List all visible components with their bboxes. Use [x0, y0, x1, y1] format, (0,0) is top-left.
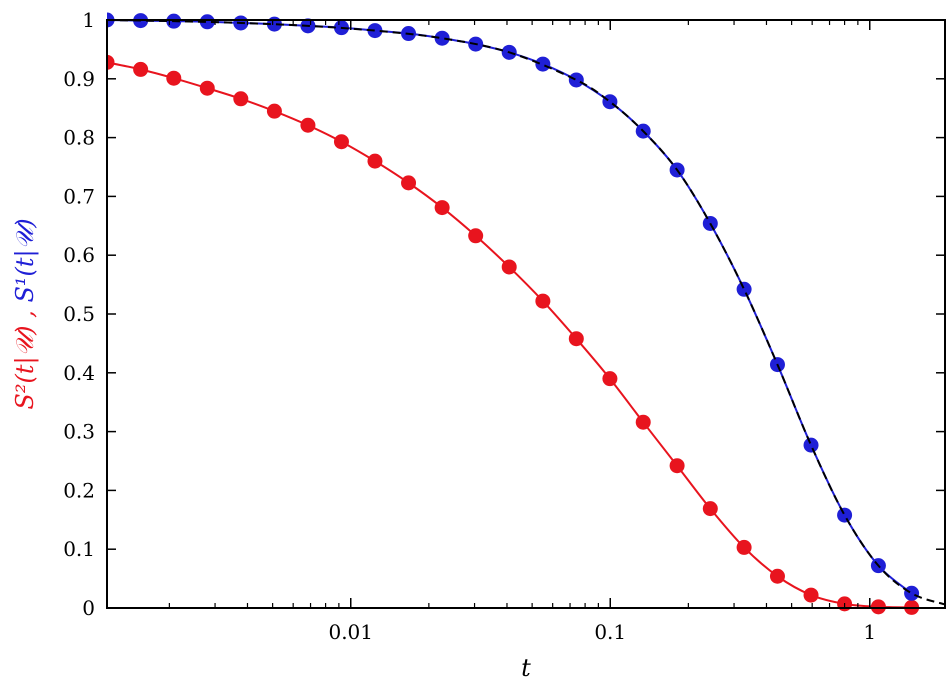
- y-tick-label: 0.2: [63, 478, 95, 502]
- series-1-point: [736, 281, 752, 297]
- y-tick-label: 0.1: [63, 537, 95, 561]
- y-tick-label: 0: [82, 596, 95, 620]
- series-1-point: [568, 72, 584, 88]
- x-tick-label: 0.01: [328, 620, 373, 644]
- series-1-point: [434, 30, 450, 46]
- y-axis-label-separator: ,: [11, 303, 39, 318]
- series-1-line: [107, 19, 913, 595]
- series-0-point: [769, 568, 785, 584]
- series-2: [107, 19, 946, 606]
- plot-frame: [106, 19, 946, 609]
- series-0-point: [736, 539, 752, 555]
- y-tick-label: 0.8: [63, 126, 95, 150]
- y-axis-label-s2: S²(t|𝒰): [11, 325, 40, 409]
- y-tick-label: 0.3: [63, 420, 95, 444]
- axis-ticks: 0 0.1 0.2 0.3 0.4 0.5 0.6 0.7 0.8 0.9 1 0.01 0.1 1: [63, 8, 945, 644]
- series-0-point: [803, 587, 819, 603]
- y-tick-label: 0.9: [63, 67, 95, 91]
- series-0-point: [602, 371, 618, 387]
- series-1: [107, 12, 920, 601]
- series-0-point: [107, 54, 115, 70]
- y-tick-label: 0.4: [63, 361, 95, 385]
- y-tick-label: 0.5: [63, 302, 95, 326]
- series-0-point: [199, 80, 215, 96]
- series-0-point: [501, 259, 517, 275]
- series-1-point: [535, 56, 551, 72]
- series-1-point: [367, 23, 383, 39]
- y-axis-label-s1: S¹(t|𝒰): [11, 218, 40, 302]
- series-0-point: [233, 91, 249, 107]
- x-tick-label: 1: [863, 620, 876, 644]
- series-0: [107, 54, 920, 615]
- series-1-point: [803, 437, 819, 453]
- series-0-point: [702, 501, 718, 517]
- x-tick-label: 0.1: [594, 620, 626, 644]
- y-tick-label: 1: [82, 8, 95, 32]
- series-0-point: [300, 117, 316, 133]
- x-axis-label: t: [521, 654, 531, 682]
- series-0-point: [669, 458, 685, 474]
- y-axis-label: S²(t|𝒰) , S¹(t|𝒰): [11, 218, 40, 409]
- series-0-line: [107, 61, 912, 609]
- series-0-point: [133, 61, 149, 77]
- series-1-point: [199, 14, 215, 30]
- series-0-point: [635, 414, 651, 430]
- series-1-point: [904, 585, 920, 601]
- series-0-point: [166, 70, 182, 86]
- series-0-point: [367, 153, 383, 169]
- y-tick-label: 0.7: [63, 184, 95, 208]
- series-0-point: [266, 103, 282, 119]
- series-0-point: [333, 134, 349, 150]
- series-0-point: [468, 228, 484, 244]
- plot-area: [107, 12, 946, 615]
- series-0-point: [535, 293, 551, 309]
- series-2-line: [107, 19, 946, 606]
- series-0-point: [434, 200, 450, 216]
- series-0-point: [568, 331, 584, 347]
- series-1-point: [837, 507, 853, 523]
- y-tick-label: 0.6: [63, 243, 95, 267]
- series-0-point: [870, 599, 886, 615]
- series-0-point: [401, 175, 417, 191]
